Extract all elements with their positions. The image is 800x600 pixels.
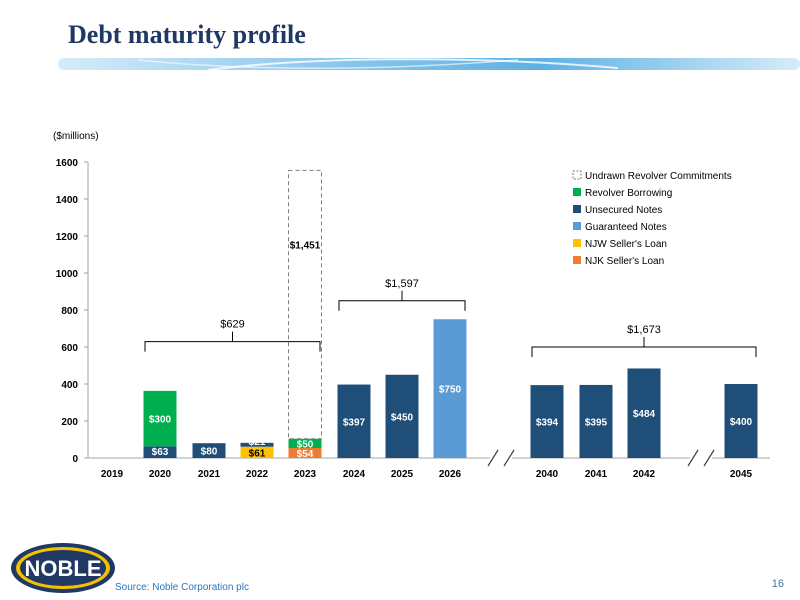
data-label-2045-unsecured: $400: [730, 417, 753, 428]
legend-label-njw: NJW Seller's Loan: [585, 239, 667, 250]
bar-unsecured-2024: [337, 384, 371, 458]
bracket-1: [338, 290, 466, 311]
bracket-label-0: $629: [220, 319, 244, 331]
noble-logo-text: NOBLE: [25, 556, 102, 581]
noble-logo: NOBLE: [11, 543, 115, 593]
x-tick-label: 2024: [343, 469, 366, 480]
bar-revolver-2020: [143, 390, 177, 447]
title-banner: [58, 58, 800, 71]
data-label-2041-unsecured: $395: [585, 417, 608, 428]
axis-break-mark: [503, 449, 515, 467]
bar-unsecured-2042: [627, 368, 661, 458]
x-tick-label: 2025: [391, 469, 414, 480]
bar-njk-2023: [288, 448, 322, 458]
legend-label-revolver: Revolver Borrowing: [585, 188, 672, 199]
bar-undrawn-2023: [288, 169, 322, 440]
x-tick-label: 2022: [246, 469, 269, 480]
y-unit-label: ($millions): [53, 131, 99, 142]
data-label-2020-unsecured: $63: [152, 447, 169, 458]
y-tick-label: 600: [61, 343, 78, 354]
y-tick-label: 800: [61, 306, 78, 317]
x-tick-label: 2023: [294, 469, 317, 480]
legend-label-undrawn: Undrawn Revolver Commitments: [585, 171, 732, 182]
data-label-2024-unsecured: $397: [343, 417, 366, 428]
bar-guaranteed-2026: [433, 319, 467, 458]
bracket-label-1: $1,597: [385, 278, 419, 290]
axis-break-mark: [687, 449, 699, 467]
x-tick-label: 2020: [149, 469, 172, 480]
y-tick-label: 1000: [56, 269, 79, 280]
x-tick-label: 2045: [730, 469, 753, 480]
legend-swatch-guaranteed: [573, 222, 581, 230]
data-label-2022-njw: $61: [249, 448, 266, 459]
source-note: Source: Noble Corporation plc: [115, 582, 249, 593]
bracket-label-2: $1,673: [627, 324, 661, 336]
legend-swatch-njk: [573, 256, 581, 264]
legend-swatch-undrawn: [572, 170, 582, 180]
x-tick-label: 2041: [585, 469, 608, 480]
data-label-2042-unsecured: $484: [633, 409, 656, 420]
y-tick-label: 200: [61, 417, 78, 428]
bracket-0: [144, 331, 321, 352]
x-tick-label: 2019: [101, 469, 124, 480]
y-tick-label: 1400: [56, 195, 79, 206]
x-tick-label: 2021: [198, 469, 221, 480]
x-tick-label: 2026: [439, 469, 462, 480]
page-number: 16: [771, 578, 784, 590]
data-label-2025-unsecured: $450: [391, 412, 414, 423]
bar-unsecured-2045: [724, 384, 758, 458]
axis-break-mark: [703, 449, 715, 467]
legend-swatch-njw: [573, 239, 581, 247]
legend-label-njk: NJK Seller's Loan: [585, 256, 664, 267]
bar-unsecured-2022: [240, 442, 274, 447]
data-label-2040-unsecured: $394: [536, 418, 559, 429]
x-tick-label: 2040: [536, 469, 559, 480]
bar-unsecured-2040: [530, 385, 564, 458]
legend-label-guaranteed: Guaranteed Notes: [585, 222, 667, 233]
bracket-2: [531, 337, 757, 357]
legend-swatch-unsecured: [573, 205, 581, 213]
data-label-2020-revolver: $300: [149, 415, 172, 426]
bar-unsecured-2041: [579, 384, 613, 458]
y-tick-label: 400: [61, 380, 78, 391]
slide-title: Debt maturity profile: [68, 20, 306, 49]
y-tick-label: 1200: [56, 232, 79, 243]
bar-revolver-2023: [288, 438, 322, 449]
bar-unsecured-2021: [192, 443, 226, 458]
y-tick-label: 0: [72, 454, 78, 465]
bar-unsecured-2020: [143, 446, 177, 458]
data-label-2023-njk: $54: [297, 449, 314, 460]
data-label-2022-unsecured: $21: [249, 437, 266, 448]
y-tick-label: 1600: [56, 158, 79, 169]
data-label-2021-unsecured: $80: [201, 447, 218, 458]
bar-unsecured-2025: [385, 374, 419, 458]
data-label-2023-revolver: $50: [297, 439, 314, 450]
data-label-2023-undrawn: $1,451: [290, 240, 321, 251]
bar-njw-2022: [240, 446, 274, 458]
legend-swatch-revolver: [573, 188, 581, 196]
legend-label-unsecured: Unsecured Notes: [585, 205, 662, 216]
data-label-2026-guaranteed: $750: [439, 385, 462, 396]
axis-break-mark: [487, 449, 499, 467]
x-tick-label: 2042: [633, 469, 656, 480]
